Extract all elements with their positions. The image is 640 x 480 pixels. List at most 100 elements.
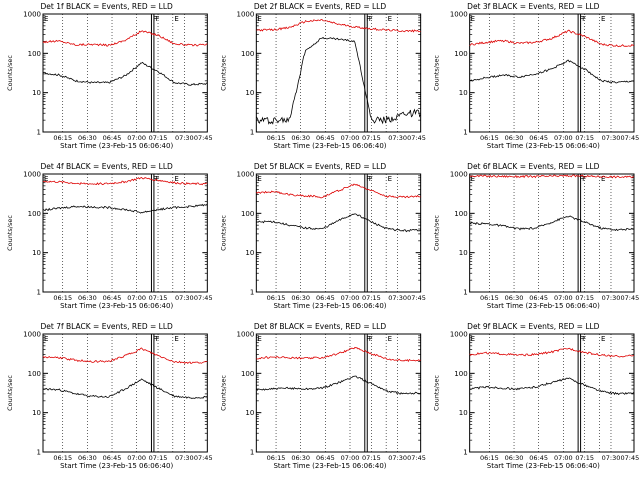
panel-title: Det 9f BLACK = Events, RED = LLD [467, 322, 600, 331]
x-tick-label: 06:15 [53, 134, 72, 142]
flag-label: F [366, 175, 370, 183]
y-tick-label: 10 [32, 89, 41, 97]
x-tick-label: 07:45 [621, 134, 640, 142]
y-tick-label: 1 [463, 289, 467, 297]
y-axis-label: Counts/sec [433, 375, 441, 411]
x-tick-label: 06:45 [529, 454, 548, 462]
y-tick-label: 1000 [450, 171, 468, 179]
flag-label: E [471, 175, 475, 183]
panel-title: Det 3f BLACK = Events, RED = LLD [467, 2, 600, 11]
x-tick-label: 06:15 [480, 294, 499, 302]
flag-label: F [366, 15, 370, 23]
x-tick-label: 06:30 [78, 134, 97, 142]
x-tick-label: 06:15 [267, 134, 286, 142]
flag-label: E [601, 335, 605, 343]
x-tick-label: 07:15 [149, 134, 168, 142]
x-tick-label: 07:15 [575, 454, 594, 462]
flag-label: E [471, 15, 475, 23]
plot-frame [469, 173, 635, 293]
x-tick-label: 07:45 [194, 294, 213, 302]
flag-label: F [580, 175, 584, 183]
x-tick-label: 06:30 [505, 134, 524, 142]
x-tick-label: 07:00 [554, 294, 573, 302]
plot-frame [42, 13, 208, 133]
flag-label: F [153, 15, 157, 23]
x-axis-label: Start Time (23-Feb-15 06:06:40) [60, 142, 173, 150]
series-events-line [42, 61, 208, 86]
series-events-line [469, 59, 635, 84]
x-tick-label: 07:30 [602, 134, 621, 142]
flag-label: E [174, 15, 178, 23]
y-tick-label: 1 [463, 129, 467, 137]
plot-frame [469, 333, 635, 453]
y-tick-label: 100 [241, 50, 254, 58]
x-tick-label: 07:45 [407, 454, 426, 462]
y-tick-label: 1 [37, 289, 41, 297]
x-tick-label: 06:30 [78, 454, 97, 462]
flag-label: E [257, 15, 261, 23]
y-tick-label: 1 [37, 449, 41, 457]
flag-label: F [155, 15, 159, 23]
flag-label: E [174, 335, 178, 343]
plot-frame [469, 13, 635, 133]
flag-label: F [155, 175, 159, 183]
series-events-line [255, 36, 422, 125]
x-axis-label: Start Time (23-Feb-15 06:06:40) [60, 302, 173, 310]
x-axis-label: Start Time (23-Feb-15 06:06:40) [273, 142, 386, 150]
y-tick-label: 1 [250, 449, 254, 457]
y-tick-label: 1 [37, 129, 41, 137]
flag-label: F [153, 175, 157, 183]
flag-label: E [44, 175, 48, 183]
series-lld-line [256, 183, 421, 199]
series-events-line [469, 215, 635, 232]
x-axis-label: Start Time (23-Feb-15 06:06:40) [60, 462, 173, 470]
x-tick-label: 07:00 [127, 294, 146, 302]
x-tick-label: 06:30 [505, 454, 524, 462]
y-tick-label: 1000 [23, 171, 41, 179]
x-axis-label: Start Time (23-Feb-15 06:06:40) [487, 302, 600, 310]
series-lld-line [469, 29, 635, 48]
flag-label: F [582, 335, 586, 343]
flag-label: E [388, 15, 392, 23]
x-tick-label: 07:45 [621, 294, 640, 302]
panel-title: Det 1f BLACK = Events, RED = LLD [41, 2, 174, 11]
x-tick-label: 07:30 [175, 454, 194, 462]
y-axis-label: Counts/sec [219, 215, 227, 251]
y-tick-label: 100 [454, 210, 467, 218]
panel-title: Det 7f BLACK = Events, RED = LLD [41, 322, 174, 331]
x-tick-label: 06:15 [53, 454, 72, 462]
y-tick-label: 10 [459, 249, 468, 257]
y-tick-label: 10 [245, 89, 254, 97]
series-events-line [469, 377, 635, 396]
flag-label: E [44, 335, 48, 343]
series-events-line [256, 375, 421, 395]
x-tick-label: 07:30 [388, 134, 407, 142]
x-tick-label: 07:30 [388, 294, 407, 302]
x-tick-label: 06:30 [78, 294, 97, 302]
y-axis-label: Counts/sec [433, 215, 441, 251]
x-tick-label: 07:00 [127, 454, 146, 462]
y-axis-label: Counts/sec [219, 375, 227, 411]
flag-label: E [257, 335, 261, 343]
y-axis-label: Counts/sec [219, 55, 227, 91]
y-tick-label: 100 [454, 370, 467, 378]
flag-label: E [388, 175, 392, 183]
y-tick-label: 1000 [23, 11, 41, 19]
x-tick-label: 06:45 [316, 134, 335, 142]
x-tick-label: 06:15 [480, 134, 499, 142]
x-tick-label: 07:30 [175, 294, 194, 302]
series-events-line [42, 378, 208, 399]
x-tick-label: 07:15 [575, 294, 594, 302]
panel-title: Det 6f BLACK = Events, RED = LLD [467, 162, 600, 171]
y-tick-label: 1000 [450, 11, 468, 19]
x-tick-label: 06:45 [103, 454, 122, 462]
y-tick-label: 100 [28, 210, 41, 218]
plot-frame [42, 333, 208, 453]
panel-title: Det 4f BLACK = Events, RED = LLD [41, 162, 174, 171]
flag-label: F [369, 15, 373, 23]
